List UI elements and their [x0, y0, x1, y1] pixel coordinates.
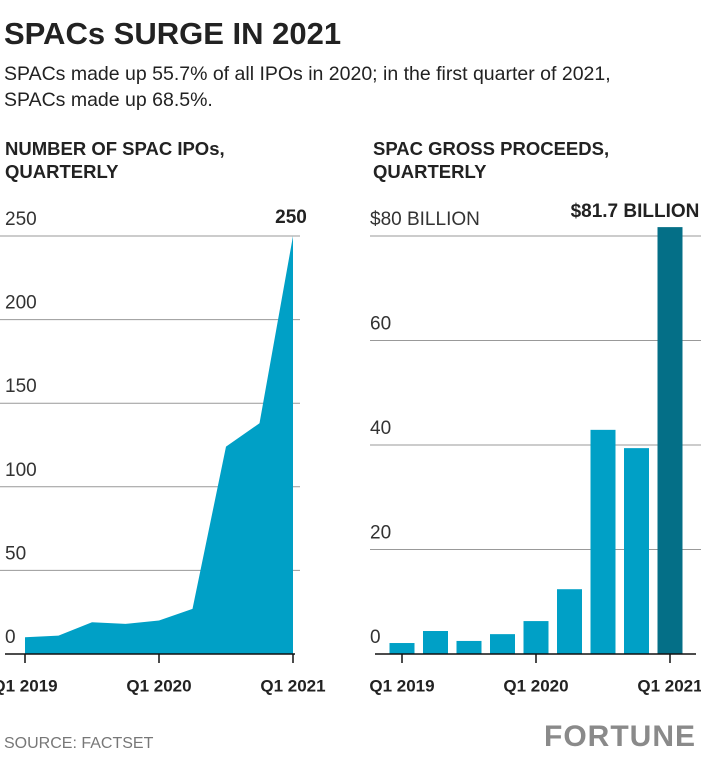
subtitle-line: SPACs made up 68.5%.: [4, 89, 213, 111]
y-tick-label: 60: [370, 314, 391, 335]
chart-title: QUARTERLY: [373, 161, 487, 182]
title: SPACs SURGE IN 2021: [4, 16, 341, 51]
bar: [557, 589, 582, 654]
y-tick-label: 100: [5, 460, 37, 481]
logo: FORTUNE: [544, 720, 696, 753]
chart-title: SPAC GROSS PROCEEDS,: [373, 138, 609, 159]
source: SOURCE: FACTSET: [4, 735, 154, 752]
x-tick-label: Q1 2021: [637, 676, 701, 695]
y-tick-label: 0: [370, 627, 381, 648]
value-label: 250: [275, 207, 307, 228]
y-tick-label: 0: [5, 627, 16, 648]
bar: [456, 640, 482, 654]
value-label: $81.7 BILLION: [571, 201, 700, 222]
bar: [657, 227, 683, 654]
chart-title: QUARTERLY: [5, 161, 119, 182]
x-tick-label: Q1 2021: [260, 676, 325, 695]
y-tick-label: 250: [5, 209, 37, 230]
bar: [590, 429, 616, 654]
subtitle-line: SPACs made up 55.7% of all IPOs in 2020;…: [4, 63, 611, 85]
bar: [523, 621, 549, 654]
y-tick-label: 40: [370, 418, 391, 439]
y-tick-label: 20: [370, 523, 391, 544]
bar: [389, 643, 415, 654]
x-tick-label: Q1 2020: [126, 676, 191, 695]
area: [25, 236, 293, 654]
chart-title: NUMBER OF SPAC IPOs,: [5, 138, 225, 159]
x-tick-label: Q1 2019: [0, 676, 58, 695]
bar: [624, 448, 649, 654]
x-tick-label: Q1 2019: [369, 676, 434, 695]
bar: [423, 631, 448, 654]
bar: [490, 634, 515, 654]
x-tick-label: Q1 2020: [503, 676, 568, 695]
y-tick-label: 200: [5, 293, 37, 314]
y-tick-label: 50: [5, 543, 26, 564]
y-tick-label: 150: [5, 376, 37, 397]
y-tick-label: $80 BILLION: [370, 209, 480, 230]
